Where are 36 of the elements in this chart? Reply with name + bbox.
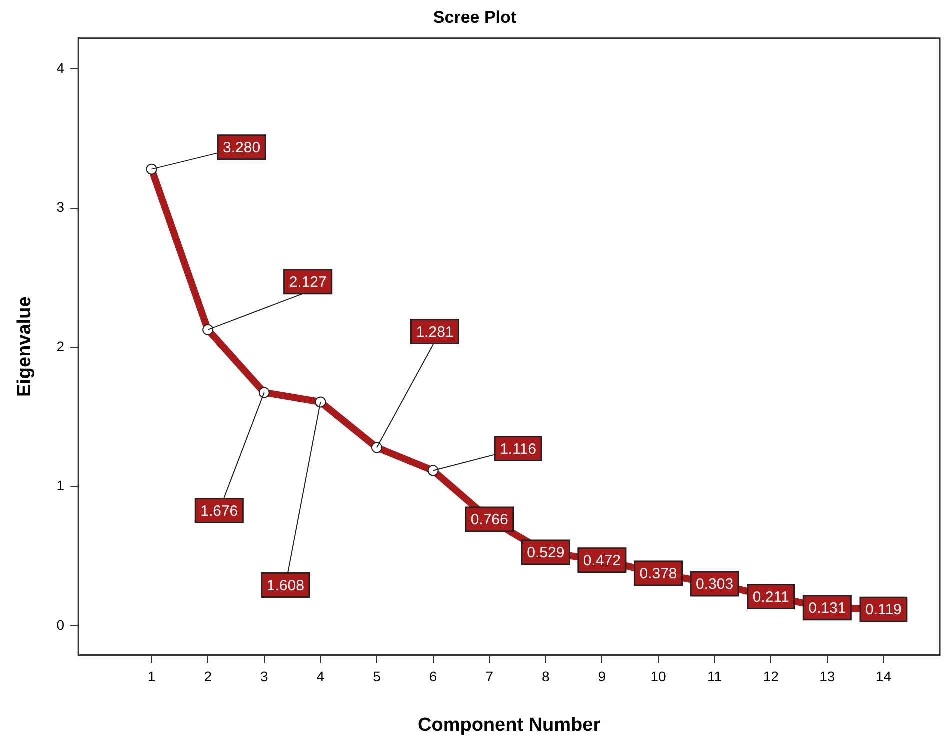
x-tick-label: 7 (486, 668, 494, 685)
annotation: 1.608 (266, 577, 304, 594)
y-tick-label: 3 (56, 199, 65, 216)
y-tick-label: 0 (56, 617, 65, 634)
text: 0.529 (527, 544, 565, 562)
text: 0.119 (865, 602, 902, 619)
text: 0.472 (583, 552, 621, 570)
x-tick-label: 4 (316, 668, 325, 685)
text: 0.378 (640, 566, 678, 583)
x-tick-label: 5 (373, 668, 382, 685)
annotation: 3.280 (223, 139, 261, 156)
x-tick-label: 10 (650, 668, 666, 685)
annotation: 1.676 (200, 502, 238, 520)
x-tick-label: 12 (763, 668, 780, 685)
annotation: 2.127 (289, 274, 327, 292)
chart-title: Scree Plot (433, 8, 517, 27)
text: 0.303 (696, 576, 734, 594)
x-tick-label: 6 (429, 668, 438, 685)
x-tick-label: 14 (876, 668, 892, 685)
y-tick-label: 4 (56, 60, 65, 76)
x-tick-label: 3 (260, 668, 268, 685)
y-tick-label: 2 (56, 338, 65, 354)
annotation: 1.281 (416, 324, 454, 341)
text: 0.211 (752, 588, 790, 606)
y-tick-label: 1 (56, 478, 65, 494)
x-axis-title: Component Number (418, 714, 602, 736)
y-axis-title: Eigenvalue (14, 296, 36, 398)
annotation: 1.116 (500, 440, 537, 458)
text: 0.131 (808, 600, 846, 618)
x-tick-label: 13 (820, 668, 836, 685)
x-tick-label: 1 (148, 668, 156, 685)
x-tick-label: 9 (598, 668, 606, 685)
text: 0.766 (470, 512, 508, 529)
x-tick-label: 8 (542, 668, 550, 685)
x-tick-label: 11 (708, 668, 722, 685)
x-tick-label: 2 (204, 668, 212, 685)
